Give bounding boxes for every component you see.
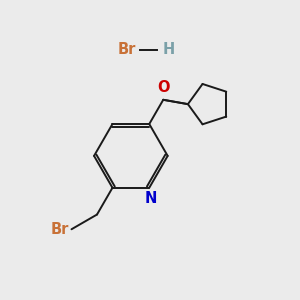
- Text: H: H: [163, 42, 175, 57]
- Text: N: N: [145, 191, 157, 206]
- Text: O: O: [157, 80, 169, 95]
- Text: Br: Br: [117, 42, 136, 57]
- Text: Br: Br: [50, 222, 69, 237]
